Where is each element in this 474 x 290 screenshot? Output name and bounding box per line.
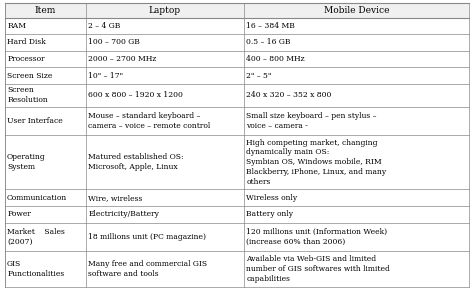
Text: 600 x 800 – 1920 x 1200: 600 x 800 – 1920 x 1200 — [88, 91, 183, 99]
Bar — [86, 3, 244, 18]
Bar — [244, 189, 469, 206]
Bar — [244, 84, 469, 107]
Text: Wireless only: Wireless only — [246, 194, 298, 202]
Text: User Interface: User Interface — [7, 117, 63, 125]
Bar — [86, 251, 244, 287]
Bar — [244, 18, 469, 34]
Bar — [5, 84, 86, 107]
Bar — [244, 51, 469, 67]
Bar — [86, 51, 244, 67]
Text: Mouse – standard keyboard –
camera – voice – remote control: Mouse – standard keyboard – camera – voi… — [88, 112, 210, 130]
Bar — [5, 222, 86, 251]
Bar — [244, 222, 469, 251]
Bar — [5, 67, 86, 84]
Bar — [86, 206, 244, 222]
Bar — [5, 51, 86, 67]
Text: Mobile Device: Mobile Device — [324, 6, 389, 15]
Bar — [5, 251, 86, 287]
Text: 400 – 800 MHz: 400 – 800 MHz — [246, 55, 305, 63]
Text: Many free and commercial GIS
software and tools: Many free and commercial GIS software an… — [88, 260, 208, 278]
Bar — [244, 135, 469, 189]
Bar — [244, 34, 469, 51]
Bar — [5, 189, 86, 206]
Text: Screen
Resolution: Screen Resolution — [7, 86, 48, 104]
Bar — [5, 34, 86, 51]
Text: 16 – 384 MB: 16 – 384 MB — [246, 22, 295, 30]
Bar — [5, 18, 86, 34]
Bar — [5, 3, 86, 18]
Text: Small size keyboard – pen stylus –
voice – camera -: Small size keyboard – pen stylus – voice… — [246, 112, 377, 130]
Text: Operating
System: Operating System — [7, 153, 46, 171]
Text: 18 millions unit (PC magazine): 18 millions unit (PC magazine) — [88, 233, 206, 241]
Text: 2000 – 2700 MHz: 2000 – 2700 MHz — [88, 55, 157, 63]
Bar — [5, 107, 86, 135]
Text: Hard Disk: Hard Disk — [7, 39, 46, 46]
Text: Battery only: Battery only — [246, 210, 293, 218]
Bar — [244, 3, 469, 18]
Bar — [86, 34, 244, 51]
Bar — [244, 107, 469, 135]
Bar — [86, 189, 244, 206]
Text: Matured established OS:
Microsoft, Apple, Linux: Matured established OS: Microsoft, Apple… — [88, 153, 184, 171]
Bar — [86, 107, 244, 135]
Text: RAM: RAM — [7, 22, 26, 30]
Text: Market    Sales
(2007): Market Sales (2007) — [7, 228, 65, 246]
Bar — [244, 251, 469, 287]
Text: 100 – 700 GB: 100 – 700 GB — [88, 39, 140, 46]
Text: Laptop: Laptop — [149, 6, 181, 15]
Bar — [5, 206, 86, 222]
Text: Wire, wireless: Wire, wireless — [88, 194, 143, 202]
Text: 10" – 17": 10" – 17" — [88, 72, 124, 79]
Text: Processor: Processor — [7, 55, 45, 63]
Text: 2" – 5": 2" – 5" — [246, 72, 272, 79]
Text: 120 millions unit (Information Week)
(increase 60% than 2006): 120 millions unit (Information Week) (in… — [246, 228, 387, 246]
Text: GIS
Functionalities: GIS Functionalities — [7, 260, 64, 278]
Bar — [86, 18, 244, 34]
Bar — [244, 67, 469, 84]
Bar — [86, 135, 244, 189]
Bar — [244, 206, 469, 222]
Text: Communication: Communication — [7, 194, 67, 202]
Text: Power: Power — [7, 210, 31, 218]
Text: High competing market, changing
dynamically main OS:
Symbian OS, Windows mobile,: High competing market, changing dynamica… — [246, 139, 386, 186]
Bar — [86, 67, 244, 84]
Text: 2 – 4 GB: 2 – 4 GB — [88, 22, 121, 30]
Text: 240 x 320 – 352 x 800: 240 x 320 – 352 x 800 — [246, 91, 332, 99]
Bar — [86, 84, 244, 107]
Text: 0.5 – 16 GB: 0.5 – 16 GB — [246, 39, 291, 46]
Text: Electricity/Battery: Electricity/Battery — [88, 210, 159, 218]
Text: Screen Size: Screen Size — [7, 72, 53, 79]
Text: Item: Item — [35, 6, 56, 15]
Bar — [86, 222, 244, 251]
Bar — [5, 135, 86, 189]
Text: Available via Web-GIS and limited
number of GIS softwares with limited
capabilit: Available via Web-GIS and limited number… — [246, 255, 390, 283]
